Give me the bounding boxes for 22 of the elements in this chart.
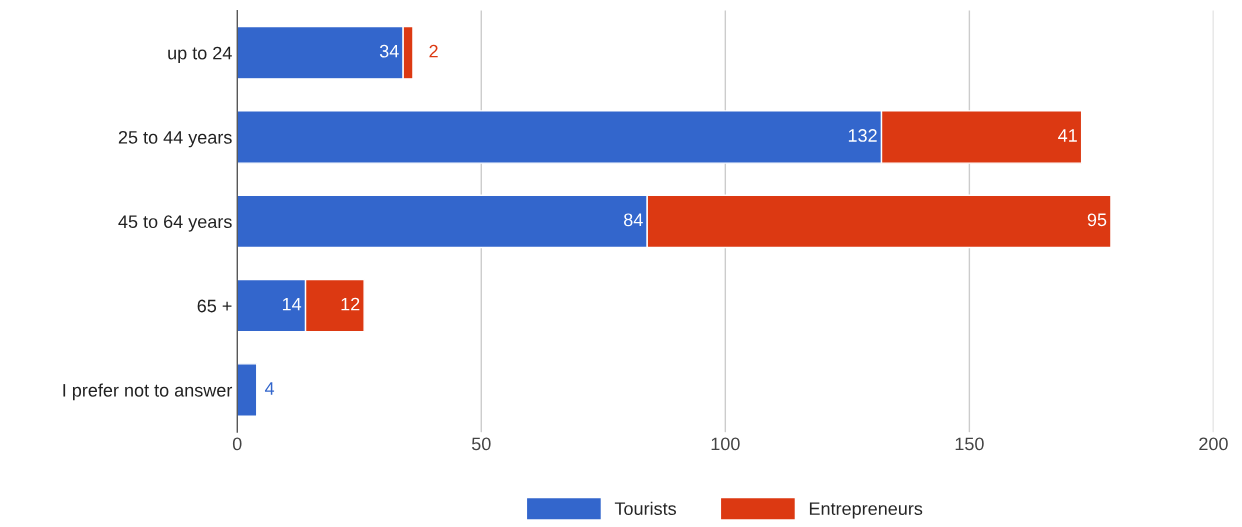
data-label: 84 (624, 213, 643, 227)
y-tick-label: up to 24 (168, 46, 232, 63)
data-label: 2 (429, 44, 438, 58)
y-tick-label: 65 + (197, 299, 232, 313)
x-tick-label: 50 (471, 437, 491, 451)
y-tick-label: I prefer not to answer (63, 383, 233, 401)
data-label: 41 (1058, 129, 1077, 142)
data-label: 12 (341, 297, 360, 311)
x-tick-label: 100 (711, 437, 740, 451)
x-tick-label: 150 (955, 437, 984, 451)
x-tick-label: 0 (232, 437, 242, 451)
data-label: 4 (264, 382, 275, 395)
legend-label: Entrepreneurs (809, 502, 923, 519)
data-label: 95 (1087, 213, 1107, 227)
legend-label: Tourists (614, 501, 676, 516)
data-label: 14 (282, 297, 302, 311)
bar (237, 363, 258, 417)
data-label: 34 (379, 44, 399, 58)
y-tick-label: 45 to 64 years (118, 215, 232, 232)
data-label: 132 (848, 129, 877, 142)
y-tick-label: 25 to 44 years (118, 130, 232, 148)
x-tick-label: 200 (1199, 437, 1228, 451)
